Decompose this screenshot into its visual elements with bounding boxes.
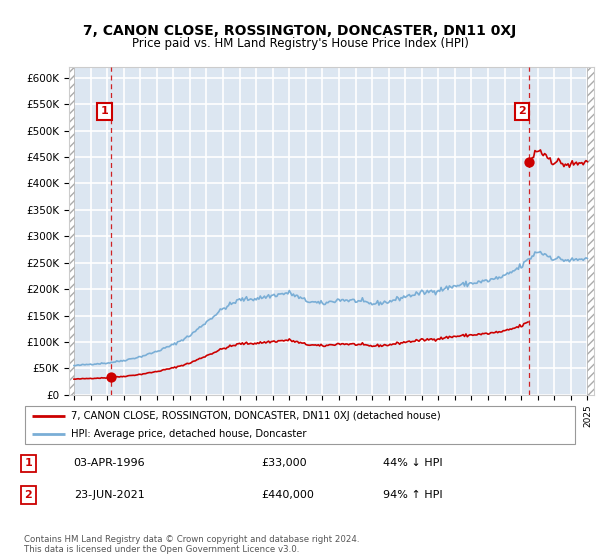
Bar	[587, 67, 594, 395]
Point	[106, 373, 116, 382]
Text: £440,000: £440,000	[262, 491, 314, 500]
Text: 1: 1	[25, 459, 32, 468]
Text: 2: 2	[25, 491, 32, 500]
Text: 94% ↑ HPI: 94% ↑ HPI	[383, 491, 442, 500]
Text: 7, CANON CLOSE, ROSSINGTON, DONCASTER, DN11 0XJ (detached house): 7, CANON CLOSE, ROSSINGTON, DONCASTER, D…	[71, 411, 440, 421]
Text: 44% ↓ HPI: 44% ↓ HPI	[383, 459, 442, 468]
Text: 2: 2	[518, 106, 526, 116]
Point	[524, 158, 534, 167]
FancyBboxPatch shape	[25, 406, 575, 444]
Text: Price paid vs. HM Land Registry's House Price Index (HPI): Price paid vs. HM Land Registry's House …	[131, 37, 469, 50]
Text: Contains HM Land Registry data © Crown copyright and database right 2024.
This d: Contains HM Land Registry data © Crown c…	[24, 535, 359, 554]
Text: HPI: Average price, detached house, Doncaster: HPI: Average price, detached house, Donc…	[71, 430, 307, 439]
Text: 7, CANON CLOSE, ROSSINGTON, DONCASTER, DN11 0XJ: 7, CANON CLOSE, ROSSINGTON, DONCASTER, D…	[83, 25, 517, 38]
Bar	[69, 67, 74, 395]
Text: 1: 1	[101, 106, 109, 116]
Text: £33,000: £33,000	[262, 459, 307, 468]
Text: 23-JUN-2021: 23-JUN-2021	[74, 491, 145, 500]
Text: 03-APR-1996: 03-APR-1996	[74, 459, 145, 468]
